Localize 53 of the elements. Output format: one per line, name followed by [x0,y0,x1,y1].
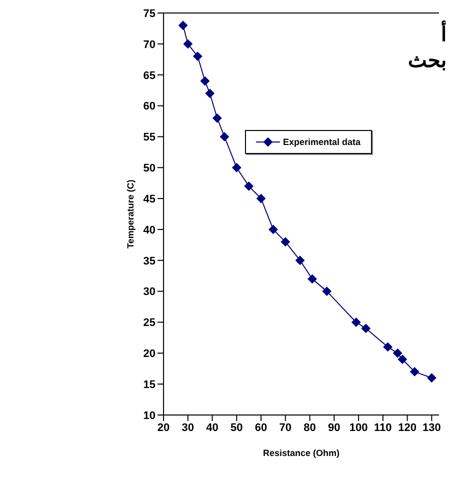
point [232,163,242,172]
y-tick-label: 45 [143,193,156,206]
y-tick-label: 60 [143,100,156,113]
annotation: بحث [408,48,447,74]
point [427,373,436,382]
y-tick-label: 55 [143,132,156,144]
x-tick-label: 120 [398,422,416,434]
y-tick-label: 25 [143,317,156,330]
x-tick-label: 40 [206,422,218,434]
point [220,132,229,142]
y-tick-label: 40 [143,224,156,236]
x-tick-label: 60 [254,422,268,434]
y-tick-label: 75 [143,8,156,20]
y-tick-label: 50 [143,162,156,175]
point [183,39,192,48]
x-tick-label: 80 [304,422,316,434]
x-tick-label: 50 [230,422,243,434]
text: أ [408,22,447,48]
x-tick-label: 100 [349,422,368,434]
y-tick-label: 35 [143,255,156,268]
point [352,318,361,327]
x-tick-label: 130 [422,422,441,434]
y-tick-label: 30 [143,286,156,298]
point [383,342,392,352]
point [205,88,214,98]
point [178,20,188,30]
point [361,324,370,333]
point [296,256,305,265]
y-tick-label: 20 [143,348,156,360]
x-tick-label: 30 [182,422,194,434]
x-axis-title: Resistance (Ohm) [263,448,340,458]
y-tick-label: 70 [143,38,156,51]
point [212,114,222,123]
point [393,348,402,358]
point [200,76,210,86]
y-tick-label: 15 [143,378,156,391]
x-tick-label: 110 [374,422,392,434]
point [244,182,254,191]
point [308,274,317,284]
point [256,194,266,204]
x-tick-label: 70 [279,422,292,434]
y-tick-label: 65 [143,70,156,82]
x-tick-label: 90 [328,422,340,434]
point [322,286,332,296]
x-tick-label: 20 [157,422,170,434]
y-axis-title: Temperature (C) [126,180,136,248]
legend-label: Experimental data [283,137,361,147]
point [398,354,407,364]
point [268,224,278,234]
point [280,237,290,246]
point [410,367,420,376]
point [193,52,202,61]
y-tick-label: 10 [143,410,156,422]
